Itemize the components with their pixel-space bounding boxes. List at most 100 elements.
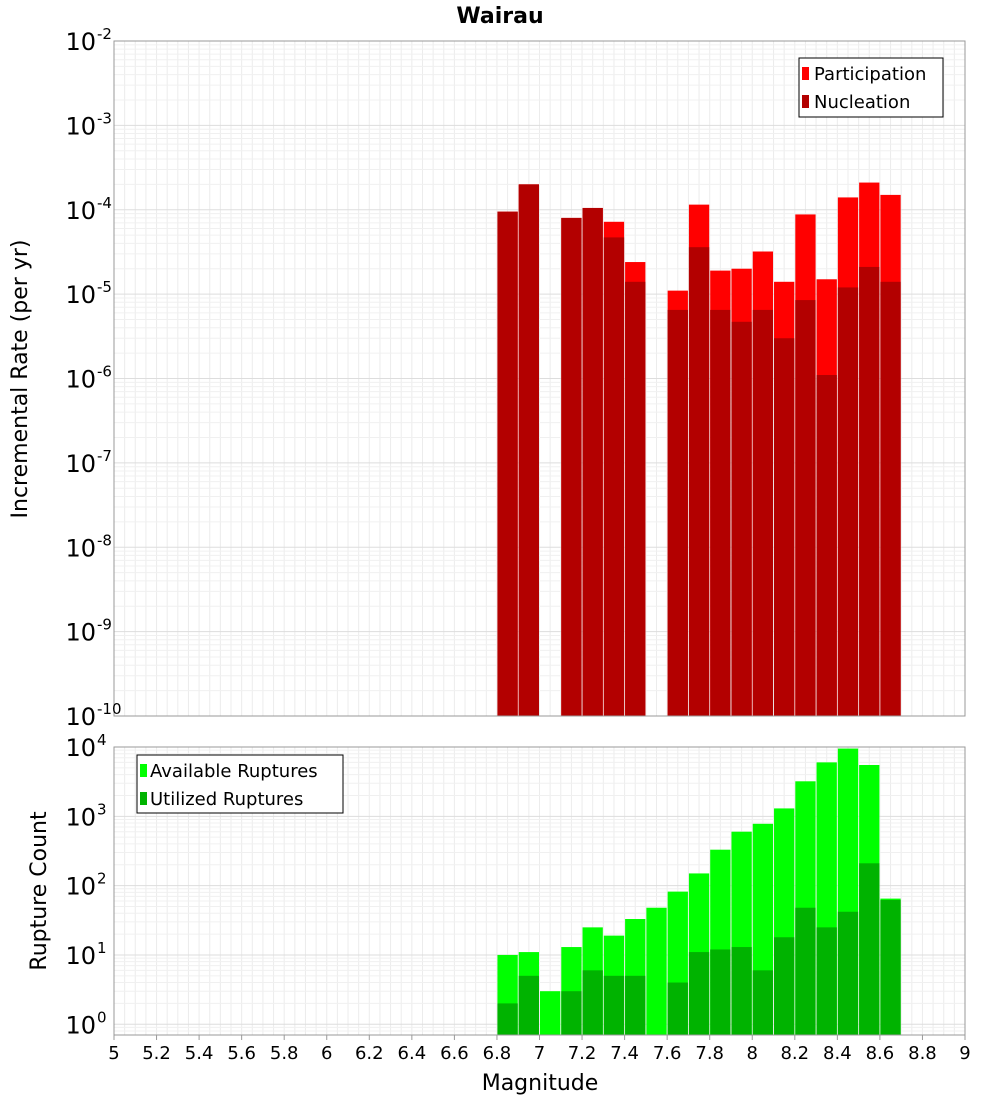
top-y-tick-label: 10 — [65, 534, 96, 562]
legend-swatch-utilized — [140, 792, 147, 805]
top-y-tick-label: 10 — [65, 703, 96, 731]
bottom-legend: Available Ruptures Utilized Ruptures — [136, 754, 344, 814]
nucleation-bar — [816, 375, 837, 716]
utilized-ruptures-bar — [710, 949, 731, 1035]
top-plot-frame — [113, 40, 966, 717]
utilized-ruptures-bar — [774, 937, 795, 1035]
utilized-ruptures-bar — [497, 1003, 518, 1035]
top-gridlines — [113, 41, 966, 717]
nucleation-bar — [497, 211, 518, 716]
nucleation-bar — [837, 287, 859, 716]
x-tick-label: 6 — [321, 1043, 332, 1064]
utilized-ruptures-bar — [518, 975, 539, 1035]
nucleation-bar — [625, 281, 646, 716]
x-tick-label: 6.6 — [440, 1043, 469, 1064]
nucleation-bar — [518, 184, 539, 717]
x-tick-label: 7.2 — [568, 1043, 597, 1064]
nucleation-bar — [795, 300, 816, 716]
utilized-ruptures-bar — [837, 911, 859, 1035]
top-y-axis-title: Incremental Rate (per yr) — [8, 240, 33, 519]
x-axis-title: Magnitude — [482, 1071, 599, 1096]
top-y-tick-label: 10 — [65, 112, 96, 140]
top-y-tick-exponent: -2 — [97, 25, 112, 43]
top-y-tick-label: 10 — [65, 450, 96, 478]
x-tick-label: 5.6 — [227, 1043, 256, 1064]
bottom-y-tick-exponent: 3 — [97, 800, 107, 818]
top-y-tick-exponent: -5 — [97, 278, 112, 296]
available-ruptures-bar — [540, 991, 561, 1035]
bottom-y-tick-label: 10 — [65, 803, 96, 831]
top-y-tick-label: 10 — [65, 28, 96, 56]
x-tick-label: 8 — [747, 1043, 758, 1064]
utilized-ruptures-bar — [561, 991, 582, 1035]
x-tick-label: 7.8 — [695, 1043, 724, 1064]
utilized-ruptures-bar — [731, 947, 752, 1035]
top-y-tick-exponent: -7 — [97, 447, 112, 465]
available-ruptures-bar — [646, 907, 667, 1035]
x-tick-label: 7.4 — [610, 1043, 639, 1064]
bottom-y-tick-label: 10 — [65, 1011, 96, 1039]
utilized-ruptures-bar — [795, 907, 816, 1035]
top-y-tick-exponent: -10 — [97, 700, 122, 718]
top-y-tick-label: 10 — [65, 366, 96, 394]
utilized-ruptures-bar — [582, 970, 603, 1035]
x-tick-label: 9 — [959, 1043, 970, 1064]
nucleation-bar — [731, 321, 752, 716]
utilized-ruptures-bar — [625, 975, 646, 1035]
nucleation-bar — [880, 281, 901, 716]
top-y-tick-label: 10 — [65, 619, 96, 647]
legend-swatch-nucleation — [802, 95, 809, 108]
x-tick-label: 8.4 — [823, 1043, 852, 1064]
x-tick-label: 6.4 — [398, 1043, 427, 1064]
utilized-ruptures-bar — [667, 982, 688, 1035]
bottom-y-tick-label: 10 — [65, 734, 96, 762]
legend-label-utilized: Utilized Ruptures — [150, 789, 303, 810]
utilized-ruptures-bar — [859, 863, 880, 1035]
x-tick-label: 8.2 — [780, 1043, 809, 1064]
top-y-tick-label: 10 — [65, 281, 96, 309]
nucleation-bar — [859, 266, 880, 716]
legend-label-nucleation: Nucleation — [814, 92, 910, 113]
x-tick-label: 8.8 — [908, 1043, 937, 1064]
top-bars — [497, 182, 901, 717]
legend-swatch-participation — [802, 67, 809, 80]
nucleation-bar — [561, 217, 582, 716]
nucleation-bar — [603, 237, 625, 716]
x-tick-label: 5.2 — [142, 1043, 171, 1064]
nucleation-bar — [582, 207, 603, 716]
x-tick-label: 7 — [534, 1043, 545, 1064]
bottom-bars — [497, 748, 901, 1035]
nucleation-bar — [752, 309, 774, 716]
x-tick-label: 6.2 — [355, 1043, 384, 1064]
x-tick-label: 5.4 — [185, 1043, 214, 1064]
legend-label-available: Available Ruptures — [150, 761, 318, 782]
bottom-y-tick-label: 10 — [65, 873, 96, 901]
x-tick-label: 6.8 — [483, 1043, 512, 1064]
top-legend: Participation Nucleation — [798, 57, 944, 118]
nucleation-bar — [774, 338, 795, 716]
top-y-tick-exponent: -3 — [97, 109, 112, 127]
x-tick-label: 5.8 — [270, 1043, 299, 1064]
utilized-ruptures-bar — [880, 900, 901, 1035]
top-y-tick-exponent: -4 — [97, 194, 112, 212]
x-ticks: 5 5.2 5.4 5.6 5.8 6 6.2 6.4 6.6 6.8 7 7.2 7.4 7.6 7.8 8… — [108, 1035, 971, 1064]
nucleation-bar — [710, 309, 731, 716]
utilized-ruptures-bar — [688, 952, 710, 1035]
legend-label-participation: Participation — [814, 64, 926, 85]
top-y-tick-label: 10 — [65, 197, 96, 225]
utilized-ruptures-bar — [603, 975, 625, 1035]
top-y-tick-exponent: -6 — [97, 363, 112, 381]
bottom-y-tick-exponent: 4 — [97, 731, 107, 749]
bottom-y-tick-label: 10 — [65, 942, 96, 970]
top-y-tick-exponent: -8 — [97, 531, 112, 549]
bottom-y-tick-exponent: 0 — [97, 1008, 107, 1026]
utilized-ruptures-bar — [752, 970, 774, 1035]
utilized-ruptures-bar — [816, 927, 837, 1035]
x-tick-label: 7.6 — [653, 1043, 682, 1064]
top-y-tick-exponent: -9 — [97, 616, 112, 634]
bottom-y-tick-exponent: 2 — [97, 870, 107, 888]
chart-title: Wairau — [456, 4, 543, 29]
